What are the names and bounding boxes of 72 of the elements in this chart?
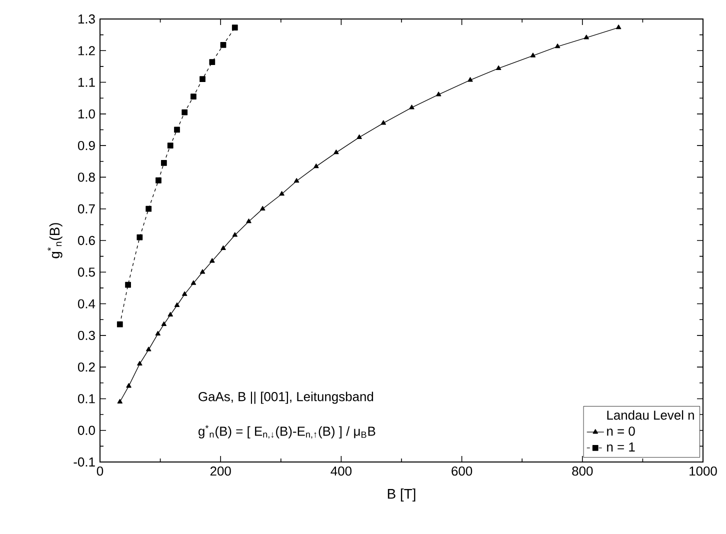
y-tick-label: 0.0 [78,426,95,435]
text: g$^{*}$$_{n}$(B) = [ E$_{n,↓}$(B)-E$_{n,↑}$(B) ] / μ$_{B}$B [198,425,376,439]
point [209,59,216,65]
y-axis-title: g$^{*}$$_{n}$(B) [48,223,62,258]
y-tick-label: 1.2 [78,46,95,56]
y-tick-label: 0.4 [78,299,96,308]
point [356,134,362,139]
y-tick-label: -0.1 [74,457,95,467]
y-tick-label: 0.5 [78,268,95,277]
point [200,269,206,274]
y-tick-label: 0.2 [78,362,95,372]
point [174,126,180,133]
point [160,160,167,166]
point [210,258,215,263]
point [174,302,180,308]
annotation: GaAs, B || [001], Leitungsband [198,392,374,404]
y-tick-label: 0.3 [78,330,95,340]
y-tick-label: 0.6 [78,236,95,246]
y-tick-label: 0.7 [78,204,95,214]
y-tick-label: 1.3 [78,14,95,24]
point [182,291,188,296]
point [190,280,196,285]
y-tick-label: 1.1 [78,78,95,87]
point [116,321,123,328]
point [468,77,473,82]
x-axis-title: B [T] [388,488,416,502]
point [616,24,622,30]
point [584,34,589,40]
point [136,234,143,240]
legend-title: Landau Level n [607,410,694,420]
point [496,65,502,70]
point [314,164,319,168]
point [146,206,152,212]
point [126,383,132,388]
point [161,321,167,326]
point [530,52,536,58]
x-tick-label: 800 [572,466,593,476]
point [125,282,131,288]
x-tick-label: 200 [210,466,231,476]
point [232,24,238,30]
point [167,142,174,149]
legend-label: n = 1 [607,442,635,452]
point [334,150,339,154]
x-tick-label: 1000 [690,466,717,476]
point [294,178,300,183]
legend-label: n = 0 [607,426,635,436]
x-tick-label: 600 [452,466,472,476]
x-tick-label: 0 [96,466,104,476]
point [220,245,226,250]
point [117,398,122,404]
point [436,92,442,96]
y-tick-label: 1.0 [78,109,95,119]
y-tick-label: 0.8 [78,172,95,182]
point [409,104,414,110]
point [554,44,560,48]
point [279,191,284,196]
point [260,206,266,210]
point [380,120,386,125]
point [137,360,142,366]
point [246,218,252,224]
point [182,109,188,116]
point [200,76,206,82]
point [232,232,238,237]
point [156,177,162,184]
x-tick-label: 400 [330,466,352,476]
point [220,42,226,48]
point [155,330,160,336]
point [146,346,152,352]
y-tick-label: 0.1 [78,394,95,404]
y-tick-label: 0.9 [78,140,95,150]
point [190,94,196,100]
point [168,312,173,316]
